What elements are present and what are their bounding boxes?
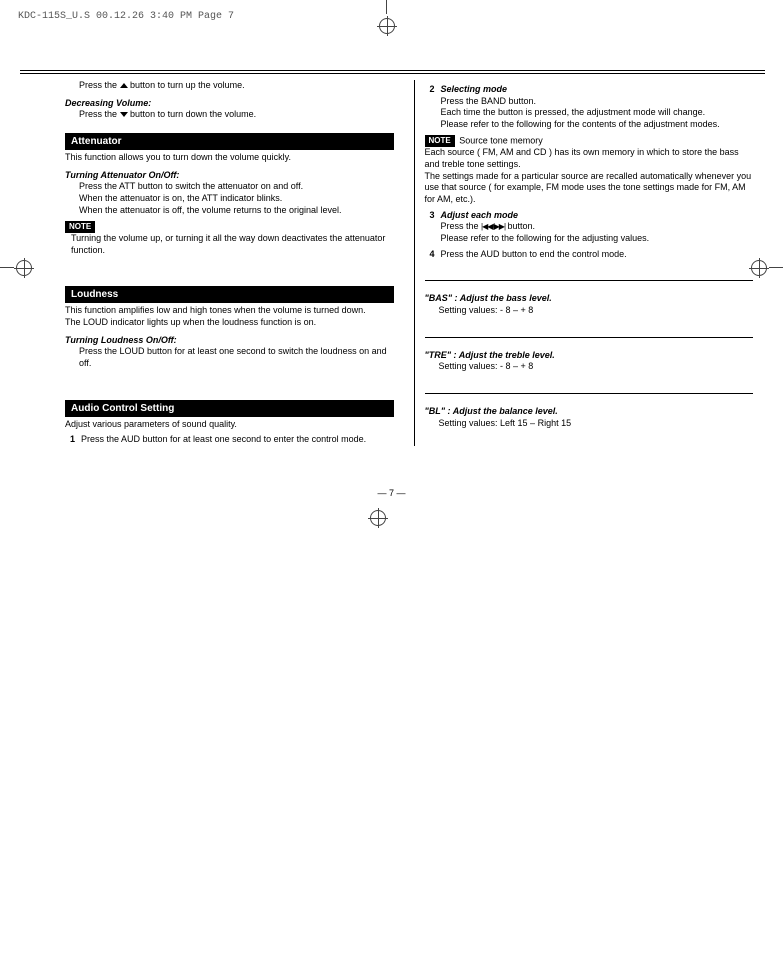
manual-page: KDC-115S_U.S 00.12.26 3:40 PM Page 7 Pre… <box>0 0 783 954</box>
page-content: Press the button to turn up the volume. … <box>65 80 753 446</box>
decreasing-volume-title: Decreasing Volume: <box>65 98 394 110</box>
note-icon: NOTE <box>425 135 455 147</box>
page-top-rule <box>20 70 765 74</box>
right-column: 2 Selecting mode Press the BAND button. … <box>414 80 754 446</box>
crop-mark-top <box>370 0 402 40</box>
audio-intro: Adjust various parameters of sound quali… <box>65 419 394 431</box>
step2-l2: Each time the button is pressed, the adj… <box>441 107 754 119</box>
crop-mark-bottom <box>370 510 386 526</box>
bl-val: Setting values: Left 15 – Right 15 <box>439 418 754 430</box>
loudness-header: Loudness <box>65 286 394 303</box>
attenuator-note: NOTE <box>65 221 394 233</box>
volume-up-text: Press the button to turn up the volume. <box>79 80 394 92</box>
note-icon: NOTE <box>65 221 95 233</box>
attenuator-intro: This function allows you to turn down th… <box>65 152 394 164</box>
note-l1: Each source ( FM, AM and CD ) has its ow… <box>425 147 754 170</box>
attenuator-header: Attenuator <box>65 133 394 150</box>
volume-down-text: Press the button to turn down the volume… <box>79 109 394 121</box>
loudness-subtitle: Turning Loudness On/Off: <box>65 335 394 347</box>
bl-title: "BL" : Adjust the balance level. <box>425 406 754 418</box>
attenuator-subtitle: Turning Attenuator On/Off: <box>65 170 394 182</box>
step2-l3: Please refer to the following for the co… <box>441 119 754 131</box>
note-l2: The settings made for a particular sourc… <box>425 171 754 206</box>
attenuator-note-text: Turning the volume up, or turning it all… <box>71 233 394 256</box>
crop-mark-right <box>751 260 783 276</box>
audio-step-1: 1 Press the AUD button for at least one … <box>65 434 394 446</box>
crop-mark-left <box>0 260 32 276</box>
right-note-line: NOTE Source tone memory <box>425 135 754 147</box>
bl-block: "BL" : Adjust the balance level. Setting… <box>425 393 754 429</box>
attenuator-line2: When the attenuator is on, the ATT indic… <box>79 193 394 205</box>
bas-block: "BAS" : Adjust the bass level. Setting v… <box>425 280 754 316</box>
audio-header: Audio Control Setting <box>65 400 394 417</box>
step-4: 4 Press the AUD button to end the contro… <box>425 249 754 261</box>
step3-l2: Please refer to the following for the ad… <box>441 233 754 245</box>
step3-title: Adjust each mode <box>441 210 754 222</box>
left-column: Press the button to turn up the volume. … <box>65 80 394 446</box>
step3-l1: Press the |◀◀/▶▶| button. <box>441 221 754 233</box>
attenuator-line3: When the attenuator is off, the volume r… <box>79 205 394 217</box>
tre-block: "TRE" : Adjust the treble level. Setting… <box>425 337 754 373</box>
page-number: — 7 — <box>0 488 783 500</box>
step2-title: Selecting mode <box>441 84 754 96</box>
down-arrow-icon <box>120 112 128 117</box>
loudness-intro2: The LOUD indicator lights up when the lo… <box>65 317 394 329</box>
note-title: Source tone memory <box>459 135 543 145</box>
step2-l1: Press the BAND button. <box>441 96 754 108</box>
loudness-line1: Press the LOUD button for at least one s… <box>79 346 394 369</box>
tre-title: "TRE" : Adjust the treble level. <box>425 350 754 362</box>
bas-val: Setting values: - 8 – + 8 <box>439 305 754 317</box>
loudness-intro1: This function amplifies low and high ton… <box>65 305 394 317</box>
tre-val: Setting values: - 8 – + 8 <box>439 361 754 373</box>
up-arrow-icon <box>120 83 128 88</box>
print-header: KDC-115S_U.S 00.12.26 3:40 PM Page 7 <box>18 10 234 23</box>
bas-title: "BAS" : Adjust the bass level. <box>425 293 754 305</box>
step-3: 3 Adjust each mode Press the |◀◀/▶▶| but… <box>425 210 754 245</box>
skip-prev-next-icon: |◀◀/▶▶| <box>481 222 505 231</box>
attenuator-line1: Press the ATT button to switch the atten… <box>79 181 394 193</box>
step-2: 2 Selecting mode Press the BAND button. … <box>425 84 754 131</box>
